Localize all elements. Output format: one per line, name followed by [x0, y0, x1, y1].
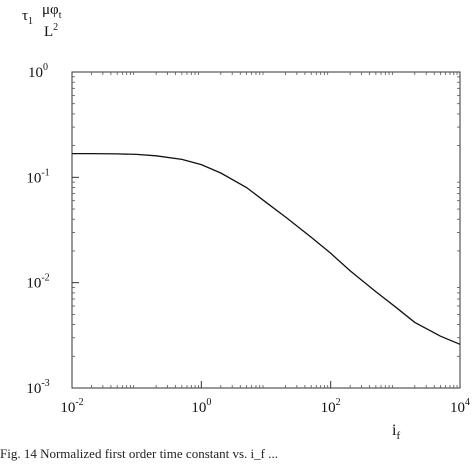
plot-frame	[71, 71, 461, 389]
y-axis-label: τ1 μφt L2	[22, 2, 72, 48]
x-tick-label: 104	[450, 397, 470, 416]
x-label-sub: f	[396, 430, 401, 443]
y-tick-label: 100	[28, 62, 48, 81]
y-tick-label: 10-1	[26, 167, 49, 186]
x-axis-label: if	[392, 422, 400, 442]
chart-plot: 10-2 100 102 104 100 10-1 10-2 10-3	[26, 62, 470, 416]
series-line-group	[72, 152, 461, 345]
plot-area	[71, 71, 461, 389]
x-tick-label: 10-2	[60, 397, 83, 416]
x-label-main: i	[392, 422, 397, 439]
tick-group: 10-2 100 102 104 100 10-1 10-2 10-3	[26, 62, 470, 416]
y-label-numerator-sub: t	[58, 10, 62, 21]
y-label-denominator: L	[44, 24, 54, 40]
y-label-tau-sub: 1	[28, 16, 34, 27]
x-tick-label: 102	[321, 397, 341, 416]
figure-caption: Fig. 14 Normalized first order time cons…	[0, 446, 279, 461]
y-label-numerator: μφ	[42, 2, 59, 18]
series-line	[72, 152, 461, 345]
y-label-tau: τ	[22, 8, 29, 24]
y-tick-label: 10-3	[26, 378, 49, 397]
x-tick-label: 100	[191, 397, 211, 416]
y-tick-label: 10-2	[26, 273, 49, 292]
y-label-denominator-sup: 2	[53, 22, 59, 33]
